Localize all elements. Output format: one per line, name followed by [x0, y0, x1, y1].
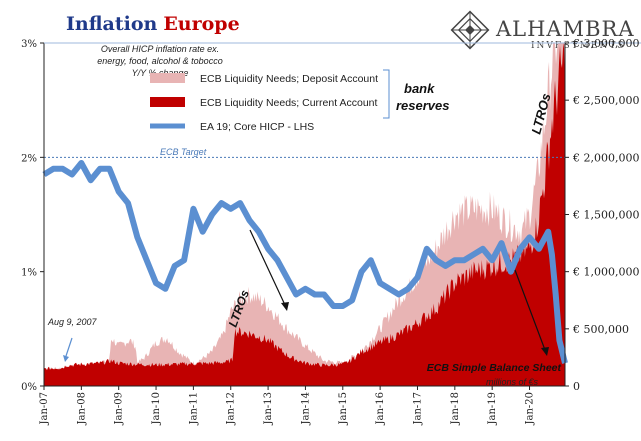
- legend-label-hicp: EA 19; Core HICP - LHS: [200, 121, 314, 133]
- legend-bracket-label-2: reserves: [396, 98, 450, 113]
- right-axis-tick-label: € 500,000: [572, 323, 629, 336]
- legend-label-deposit: ECB Liquidity Needs; Deposit Account: [200, 73, 378, 85]
- x-axis-ticks: Jan-07 Jan-08 Jan-09 Jan-10 Jan-11 Jan-12 Jan-…: [39, 386, 536, 426]
- x-axis-tick-label: Jan-19: [487, 392, 498, 426]
- ecb-target-label: ECB Target: [160, 147, 207, 157]
- legend: ECB Liquidity Needs; Deposit Account ECB…: [150, 69, 450, 133]
- right-axis-tick-label: € 1,500,000: [572, 209, 639, 222]
- legend-bracket-label-1: bank: [404, 81, 435, 96]
- legend-label-current: ECB Liquidity Needs; Current Account: [200, 97, 378, 109]
- right-axis-unit-note: millions of €s: [486, 377, 539, 387]
- legend-swatch-deposit: [150, 73, 185, 83]
- right-axis-ticks: 0 € 500,000 € 1,000,000 € 1,500,000 € 2,000,…: [565, 37, 639, 393]
- x-axis-tick-label: Jan-15: [338, 392, 349, 426]
- annotation-balance-sheet: ECB Simple Balance Sheet: [427, 362, 562, 374]
- x-axis-tick-label: Jan-14: [300, 392, 311, 426]
- left-axis-tick-label: 3%: [21, 39, 37, 50]
- left-axis-ticks: 0% 1% 2% 3%: [21, 39, 44, 393]
- right-axis-tick-label: € 3,000,000: [572, 37, 639, 50]
- x-axis-tick-label: Jan-07: [39, 392, 50, 426]
- brand-sub: INVESTMENTS: [531, 41, 626, 51]
- x-axis-tick-label: Jan-11: [188, 392, 199, 426]
- right-axis-tick-label: € 2,500,000: [572, 94, 639, 107]
- brand-name: ALHAMBRA: [495, 17, 635, 41]
- brand-logo: ALHAMBRA INVESTMENTS: [450, 10, 635, 51]
- x-axis-tick-label: Jan-16: [375, 392, 386, 426]
- area-layer: [44, 43, 565, 386]
- x-axis-tick-label: Jan-10: [151, 392, 162, 426]
- chart-subtitle-line-2: energy, food, alcohol & tobocco: [97, 56, 222, 66]
- x-axis-tick-label: Jan-17: [412, 392, 423, 426]
- current-account-area: [44, 43, 565, 386]
- x-axis-tick-label: Jan-08: [76, 392, 87, 426]
- annotation-aug-2007-arrow: [65, 337, 73, 357]
- x-axis-tick-label: Jan-12: [226, 392, 237, 426]
- annotation-aug-2007: Aug 9, 2007: [47, 317, 98, 327]
- core-hicp-line: [42, 160, 568, 364]
- legend-bracket: [383, 69, 390, 119]
- left-axis-tick-label: 1%: [21, 268, 37, 279]
- chart-subtitle-line-1: Overall HICP inflation rate ex.: [101, 44, 219, 54]
- annotation-ltros-2-arrow: [514, 269, 546, 351]
- right-axis-tick-label: € 2,000,000: [572, 151, 639, 164]
- annotation-ltros-1-arrow: [249, 229, 286, 306]
- x-axis-tick-label: Jan-09: [114, 392, 125, 426]
- arrowhead-icon: [63, 355, 69, 362]
- right-axis-tick-label: 0: [573, 380, 580, 393]
- right-axis-tick-label: € 1,000,000: [572, 266, 639, 279]
- line-layer: [42, 160, 568, 364]
- legend-swatch-current: [150, 97, 185, 107]
- x-axis-tick-label: Jan-13: [263, 392, 274, 426]
- deposit-account-area: [44, 43, 565, 386]
- left-axis-tick-label: 2%: [21, 153, 37, 164]
- arrowhead-icon: [281, 302, 289, 311]
- left-axis-tick-label: 0%: [21, 382, 37, 393]
- x-axis-tick-label: Jan-18: [450, 392, 461, 426]
- chart-title: Inflation Europe: [66, 13, 240, 35]
- x-axis-tick-label: Jan-20: [525, 392, 536, 426]
- arrowhead-icon: [541, 347, 549, 356]
